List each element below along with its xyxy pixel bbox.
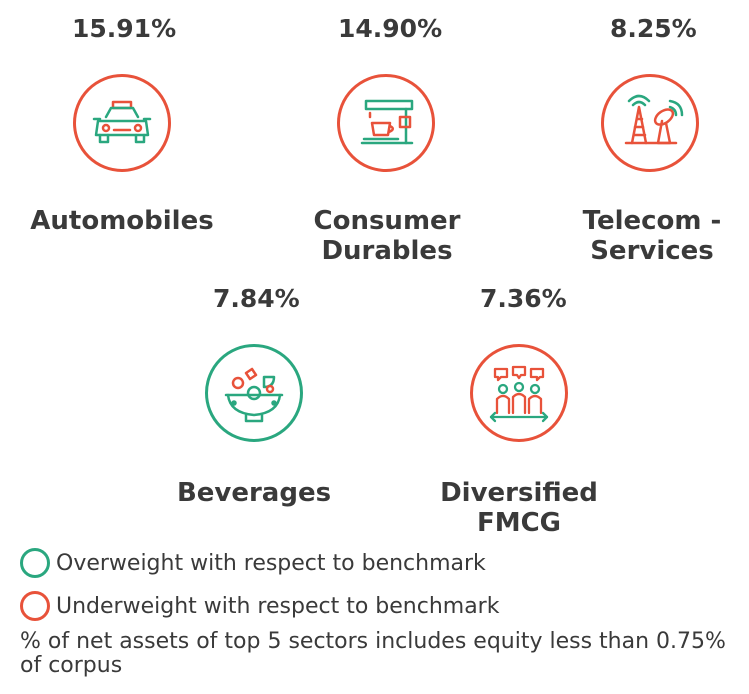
legend-underweight-label: Underweight with respect to benchmark (56, 593, 500, 619)
sector-percent: 7.84% (213, 284, 300, 313)
sector-name: Telecom - Services (552, 206, 749, 266)
food-bowl-icon (224, 367, 284, 423)
people-group-icon (489, 365, 549, 423)
sector-percent: 7.36% (480, 284, 567, 313)
sector-name: Consumer Durables (287, 206, 487, 266)
sector-name: Beverages (154, 478, 354, 508)
sector-name-line2: Durables (321, 236, 453, 266)
sector-name-line1: Consumer (313, 206, 461, 236)
sector-name: Automobiles (22, 206, 222, 236)
telecom-tower-icon (624, 94, 684, 145)
sector-percent: 8.25% (610, 14, 697, 43)
underweight-ring (73, 74, 171, 172)
car-icon (92, 100, 152, 144)
overweight-ring-icon (20, 548, 50, 578)
footnote: % of net assets of top 5 sectors include… (20, 629, 726, 678)
legend-overweight-label: Overweight with respect to benchmark (56, 550, 486, 576)
legend-overweight: Overweight with respect to benchmark (20, 548, 486, 578)
legend-underweight: Underweight with respect to benchmark (20, 591, 499, 621)
underweight-ring (470, 344, 568, 442)
overweight-ring (205, 344, 303, 442)
underweight-ring (601, 74, 699, 172)
coffee-machine-icon (360, 99, 414, 145)
sector-name-line1: Telecom - (582, 206, 722, 236)
sector-percent: 15.91% (72, 14, 177, 43)
underweight-ring (337, 74, 435, 172)
sector-name-line1: Diversified (440, 478, 598, 508)
sector-name-line2: FMCG (476, 508, 562, 538)
sector-name: Diversified FMCG (419, 478, 619, 538)
sector-name-line1: Automobiles (30, 206, 214, 236)
underweight-ring-icon (20, 591, 50, 621)
sector-percent: 14.90% (338, 14, 443, 43)
sector-name-line1: Beverages (176, 478, 332, 508)
sector-name-line2: Services (590, 236, 714, 266)
